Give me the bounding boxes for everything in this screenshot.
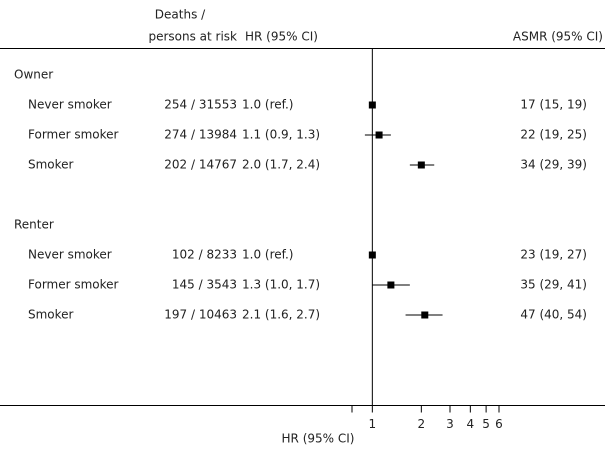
asmr-text: 34 (29, 39) bbox=[520, 158, 587, 172]
row-label: Never smoker bbox=[28, 248, 112, 262]
hr-text: 2.0 (1.7, 2.4) bbox=[242, 158, 320, 172]
asmr-text: 47 (40, 54) bbox=[520, 308, 587, 322]
x-axis-label: HR (95% CI) bbox=[282, 432, 355, 446]
deaths: 202 / 14767 bbox=[164, 158, 237, 172]
deaths: 274 / 13984 bbox=[164, 128, 237, 142]
row-label: Former smoker bbox=[28, 128, 119, 142]
x-tick-label: 6 bbox=[495, 417, 503, 431]
deaths: 145 / 3543 bbox=[172, 278, 237, 292]
row-label: Former smoker bbox=[28, 278, 119, 292]
column-header: HR (95% CI) bbox=[245, 30, 318, 44]
hr-text: 2.1 (1.6, 2.7) bbox=[242, 308, 320, 322]
column-header: Deaths / bbox=[155, 8, 206, 22]
hr-text: 1.3 (1.0, 1.7) bbox=[242, 278, 320, 292]
x-tick-label: 5 bbox=[482, 417, 490, 431]
asmr-text: 17 (15, 19) bbox=[520, 98, 587, 112]
hr-text: 1.0 (ref.) bbox=[242, 98, 293, 112]
hr-text: 1.0 (ref.) bbox=[242, 248, 293, 262]
x-tick-label: 3 bbox=[446, 417, 454, 431]
hr-point bbox=[417, 161, 425, 169]
hr-point bbox=[387, 281, 395, 289]
asmr-text: 23 (19, 27) bbox=[520, 248, 587, 262]
x-tick-label: 4 bbox=[467, 417, 475, 431]
asmr-text: 22 (19, 25) bbox=[520, 128, 587, 142]
hr-text: 1.1 (0.9, 1.3) bbox=[242, 128, 320, 142]
x-tick-label: 1 bbox=[369, 417, 377, 431]
row-label: Smoker bbox=[28, 158, 74, 172]
column-header: ASMR (95% CI) bbox=[513, 30, 603, 44]
x-tick-label: 2 bbox=[418, 417, 426, 431]
hr-point bbox=[368, 101, 376, 109]
hr-point bbox=[421, 311, 429, 319]
hr-point bbox=[368, 251, 376, 259]
deaths: 102 / 8233 bbox=[172, 248, 237, 262]
group-label: Renter bbox=[14, 218, 54, 232]
row-label: Smoker bbox=[28, 308, 74, 322]
group-label: Owner bbox=[14, 68, 53, 82]
deaths: 254 / 31553 bbox=[164, 98, 237, 112]
asmr-text: 35 (29, 41) bbox=[520, 278, 587, 292]
deaths: 197 / 10463 bbox=[164, 308, 237, 322]
column-header: persons at risk bbox=[148, 30, 237, 44]
row-label: Never smoker bbox=[28, 98, 112, 112]
hr-point bbox=[375, 131, 383, 139]
